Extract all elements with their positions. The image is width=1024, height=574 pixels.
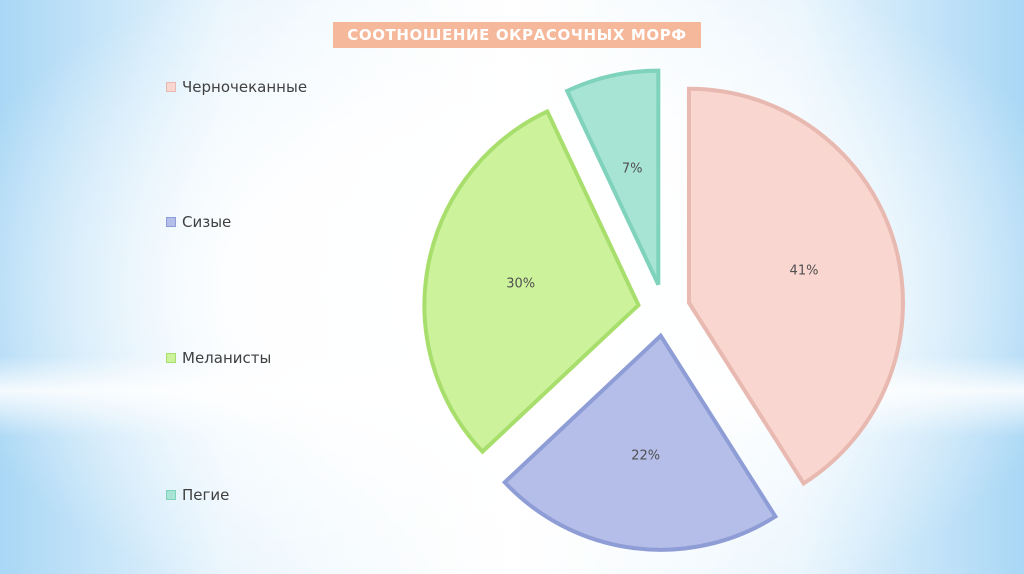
pie-label-sizye: 22% — [631, 449, 660, 464]
legend-swatch-pegie — [166, 490, 176, 500]
legend-label-chernochekannye: Черночеканные — [182, 78, 308, 96]
pie-slice-sizye — [501, 332, 779, 552]
legend-item-chernochekannye: Черночеканные — [166, 78, 307, 96]
legend-item-pegie: Пегие — [166, 486, 229, 504]
legend-swatch-melanisty — [166, 353, 176, 363]
legend-swatch-sizye — [166, 217, 176, 227]
chart-title: СООТНОШЕНИЕ ОКРАСОЧНЫХ МОРФ — [333, 22, 701, 48]
legend-swatch-chernochekannye — [166, 82, 176, 92]
legend-label-pegie: Пегие — [182, 486, 230, 504]
pie-slice-chernochekannye — [686, 86, 905, 487]
legend-label-sizye: Сизые — [182, 213, 232, 231]
pie-label-pegie: 7% — [622, 162, 643, 177]
pie-slice-melanisty — [422, 108, 641, 455]
pie-label-chernochekannye: 41% — [790, 263, 819, 278]
legend-item-sizye: Сизые — [166, 213, 231, 231]
legend-label-melanisty: Меланисты — [182, 349, 272, 367]
pie-slice-pegie — [564, 68, 661, 286]
legend-item-melanisty: Меланисты — [166, 349, 271, 367]
pie-label-melanisty: 30% — [506, 277, 535, 292]
